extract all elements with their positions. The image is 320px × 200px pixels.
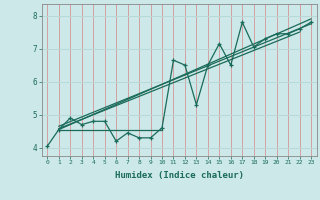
X-axis label: Humidex (Indice chaleur): Humidex (Indice chaleur) [115,171,244,180]
